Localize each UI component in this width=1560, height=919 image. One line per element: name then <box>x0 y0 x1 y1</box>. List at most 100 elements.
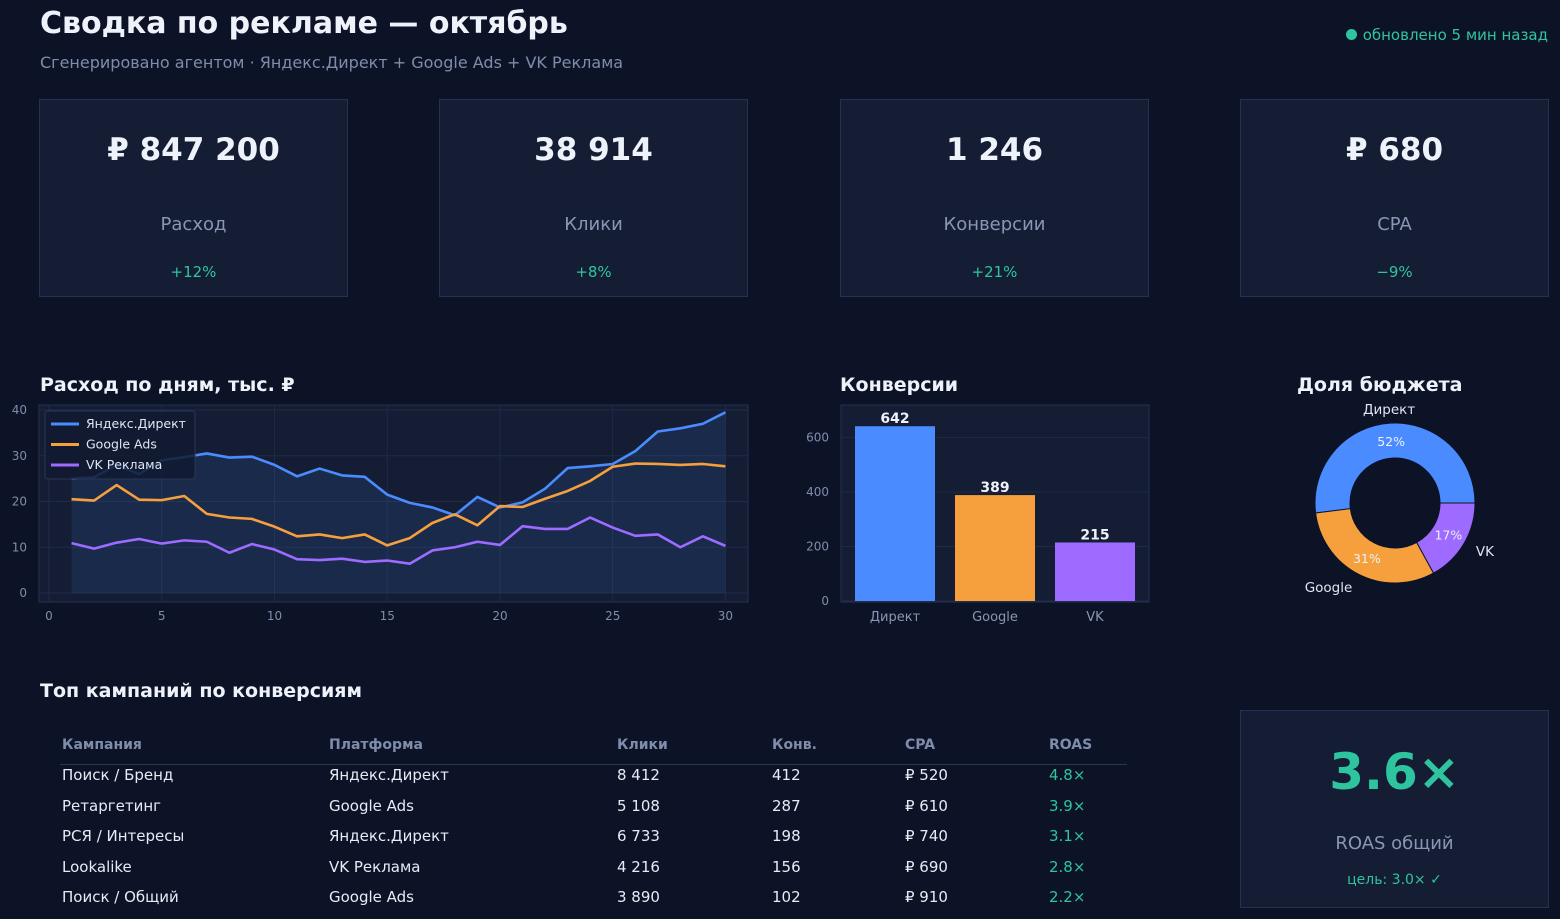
x-tick-label: 0 <box>45 609 53 623</box>
x-tick-label: 30 <box>718 609 733 623</box>
cell-platform: Яндекс.Директ <box>329 827 449 845</box>
campaigns-table-title: Топ кампаний по конверсиям <box>40 680 363 702</box>
chart-legend: Яндекс.Директ Google Ads VK Реклама <box>44 410 196 480</box>
cell-roas: 4.8× <box>1049 766 1086 784</box>
slice-category-label: Google <box>1305 580 1353 596</box>
donut-slice-Директ <box>1314 422 1476 514</box>
col-header-clicks[interactable]: Клики <box>617 737 668 753</box>
kpi-delta: +12% <box>170 263 217 281</box>
roas-card: 3.6× ROAS общий цель: 3.0× ✓ <box>1240 710 1549 908</box>
cell-cpa: ₽ 910 <box>905 888 948 906</box>
x-tick-label: Google <box>972 610 1018 625</box>
cell-roas: 3.1× <box>1049 827 1086 845</box>
status-dot-icon <box>1345 29 1357 40</box>
conversions-chart-title: Конверсии <box>840 374 959 396</box>
cell-conversions: 412 <box>772 766 801 784</box>
kpi-value: ₽ 847 200 <box>107 132 280 168</box>
legend-box <box>44 410 196 480</box>
kpi-label: Конверсии <box>943 214 1046 235</box>
y-tick-label: 40 <box>12 403 27 417</box>
kpi-label: Расход <box>160 214 227 235</box>
cell-roas: 2.8× <box>1049 857 1086 876</box>
cell-platform: VK Реклама <box>329 857 421 876</box>
y-tick-label: 0 <box>821 594 829 608</box>
bar-Google <box>955 495 1035 601</box>
kpi-delta: −9% <box>1376 263 1413 281</box>
legend-label: Яндекс.Директ <box>86 416 186 431</box>
series-line-3 <box>71 516 726 566</box>
cell-conversions: 198 <box>772 827 801 845</box>
roas-value: 3.6× <box>1329 743 1460 801</box>
spend-line-chart: 0 10 20 30 40 0 5 10 15 20 25 30 Яндекс.Директ Google… <box>12 403 749 623</box>
cell-conversions: 102 <box>772 888 801 906</box>
page-subtitle: Сгенерировано агентом · Яндекс.Директ + … <box>40 53 624 72</box>
kpi-label: CPA <box>1377 214 1412 235</box>
cell-cpa: ₽ 740 <box>905 827 948 845</box>
cell-clicks: 3 890 <box>617 888 660 906</box>
kpi-value: 1 246 <box>945 132 1044 168</box>
col-header-conversions[interactable]: Конв. <box>772 737 817 753</box>
y-tick-label: 20 <box>12 495 27 509</box>
roas-goal: цель: 3.0× ✓ <box>1347 872 1442 888</box>
y-tick-label: 400 <box>806 485 829 499</box>
donut-slice-Google <box>1315 508 1435 584</box>
budget-donut-chart: 52% Директ 31%Google 17% VK <box>1305 402 1495 596</box>
col-header-platform[interactable]: Платформа <box>329 737 423 753</box>
legend-label: Google Ads <box>86 437 157 452</box>
cell-campaign: Lookalike <box>62 857 132 876</box>
kpi-card-clicks: 38 914 Клики +8% <box>439 99 748 297</box>
cell-roas: 3.9× <box>1049 796 1086 815</box>
slice-percent-label: 52% <box>1377 434 1405 449</box>
cell-cpa: ₽ 520 <box>905 766 948 784</box>
slice-category-label: Директ <box>1363 402 1415 418</box>
kpi-delta: +21% <box>971 263 1018 281</box>
donut-slice-VK <box>1416 502 1476 574</box>
cell-clicks: 8 412 <box>617 766 660 784</box>
bar-value-label: 389 <box>980 480 1009 496</box>
slice-percent-label: 31% <box>1353 551 1381 566</box>
cell-campaign: РСЯ / Интересы <box>62 827 185 845</box>
bar-Директ <box>855 426 935 601</box>
kpi-label: Клики <box>564 214 623 235</box>
cell-conversions: 156 <box>772 857 801 876</box>
x-tick-label: 15 <box>380 609 395 623</box>
spend-chart-title: Расход по дням, тыс. ₽ <box>40 374 295 396</box>
cell-campaign: Ретаргетинг <box>62 796 162 815</box>
bar-value-label: 642 <box>880 411 909 427</box>
legend-label: VK Реклама <box>86 457 162 472</box>
x-tick-label: 25 <box>605 609 620 623</box>
table-header-divider <box>60 764 1127 765</box>
kpi-card-conversions: 1 246 Конверсии +21% <box>840 99 1149 297</box>
x-tick-label: 20 <box>492 609 507 623</box>
y-tick-label: 200 <box>806 540 829 554</box>
col-header-roas[interactable]: ROAS <box>1049 737 1093 753</box>
cell-platform: Google Ads <box>329 888 414 906</box>
x-tick-label: VK <box>1086 610 1104 625</box>
cell-platform: Яндекс.Директ <box>329 766 449 784</box>
kpi-delta: +8% <box>575 263 612 281</box>
cell-clicks: 5 108 <box>617 796 660 815</box>
cell-conversions: 287 <box>772 796 801 815</box>
bar-value-label: 215 <box>1080 527 1109 543</box>
y-tick-label: 10 <box>12 540 27 554</box>
y-tick-label: 600 <box>806 431 829 445</box>
cell-campaign: Поиск / Общий <box>62 888 179 906</box>
cell-clicks: 4 216 <box>617 857 660 876</box>
cell-cpa: ₽ 690 <box>905 857 948 876</box>
kpi-value: 38 914 <box>534 132 653 168</box>
update-status: обновлено 5 мин назад <box>1345 26 1548 44</box>
y-tick-label: 0 <box>19 586 27 600</box>
col-header-cpa[interactable]: CPA <box>905 737 936 753</box>
x-tick-label: 5 <box>158 609 166 623</box>
x-tick-label: Директ <box>870 610 921 625</box>
kpi-value: ₽ 680 <box>1345 132 1444 168</box>
kpi-card-cpa: ₽ 680 CPA −9% <box>1240 99 1549 297</box>
col-header-campaign[interactable]: Кампания <box>62 737 142 753</box>
page-title: Сводка по рекламе — октябрь <box>40 6 568 41</box>
cell-clicks: 6 733 <box>617 827 660 845</box>
cell-cpa: ₽ 610 <box>905 796 948 815</box>
roas-label: ROAS общий <box>1335 833 1454 854</box>
x-tick-label: 10 <box>267 609 282 623</box>
series-line-2 <box>71 462 726 547</box>
budget-chart-title: Доля бюджета <box>1297 374 1463 396</box>
